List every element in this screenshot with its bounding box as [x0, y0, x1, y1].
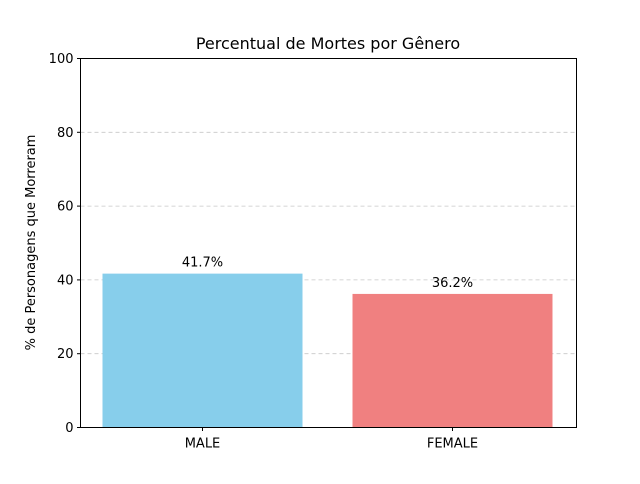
bar-female — [352, 293, 553, 428]
x-tick-label: MALE — [185, 437, 221, 452]
y-tick-label: 80 — [57, 126, 74, 141]
chart-title: Percentual de Mortes por Gênero — [196, 34, 460, 53]
y-tick-label: 100 — [49, 52, 74, 67]
y-tick-label: 60 — [57, 200, 74, 215]
data-label-female: 36.2% — [432, 276, 473, 291]
y-tick-label: 0 — [65, 421, 73, 436]
bars — [102, 273, 553, 428]
data-labels: 41.7% 36.2% — [182, 256, 473, 291]
x-axis: MALE FEMALE — [185, 427, 478, 452]
bar-male — [102, 273, 303, 428]
plot-frame — [80, 58, 577, 428]
y-axis: 0 20 40 60 80 100 — [49, 52, 81, 436]
x-tick-label: FEMALE — [427, 437, 478, 452]
y-tick-label: 40 — [57, 273, 74, 288]
data-label-male: 41.7% — [182, 256, 223, 271]
y-axis-label: % de Personagens que Morreram — [24, 135, 39, 351]
y-tick-label: 20 — [57, 347, 74, 362]
